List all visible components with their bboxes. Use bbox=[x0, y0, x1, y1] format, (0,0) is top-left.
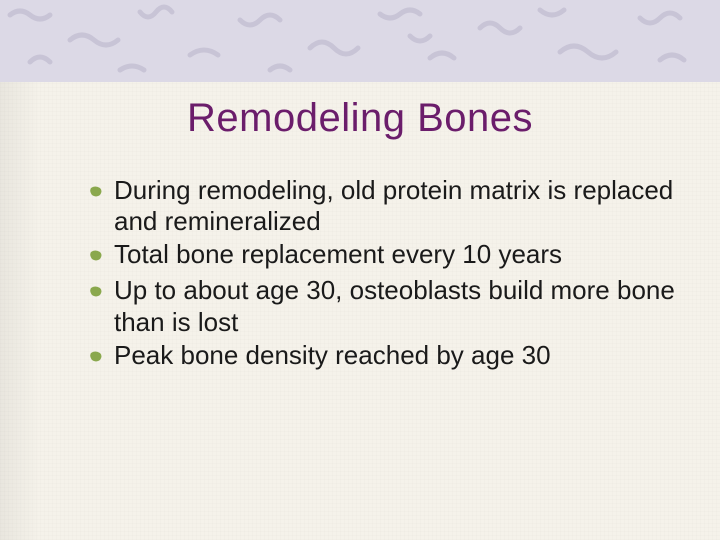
page-title: Remodeling Bones bbox=[0, 96, 720, 141]
top-decorative-band bbox=[0, 0, 720, 82]
bullet-list: During remodeling, old protein matrix is… bbox=[90, 175, 680, 376]
bullet-icon bbox=[90, 279, 108, 309]
list-item: During remodeling, old protein matrix is… bbox=[90, 175, 680, 237]
left-shade bbox=[0, 82, 40, 540]
list-item-text: Total bone replacement every 10 years bbox=[114, 239, 562, 270]
list-item-text: Peak bone density reached by age 30 bbox=[114, 340, 551, 371]
list-item-text: During remodeling, old protein matrix is… bbox=[114, 175, 680, 237]
list-item: Total bone replacement every 10 years bbox=[90, 239, 680, 273]
bullet-icon bbox=[90, 344, 108, 374]
squiggle-pattern bbox=[0, 0, 720, 82]
bullet-icon bbox=[90, 243, 108, 273]
slide: Remodeling Bones During remodeling, old … bbox=[0, 0, 720, 540]
list-item-text: Up to about age 30, osteoblasts build mo… bbox=[114, 275, 680, 337]
bullet-icon bbox=[90, 179, 108, 209]
list-item: Up to about age 30, osteoblasts build mo… bbox=[90, 275, 680, 337]
list-item: Peak bone density reached by age 30 bbox=[90, 340, 680, 374]
